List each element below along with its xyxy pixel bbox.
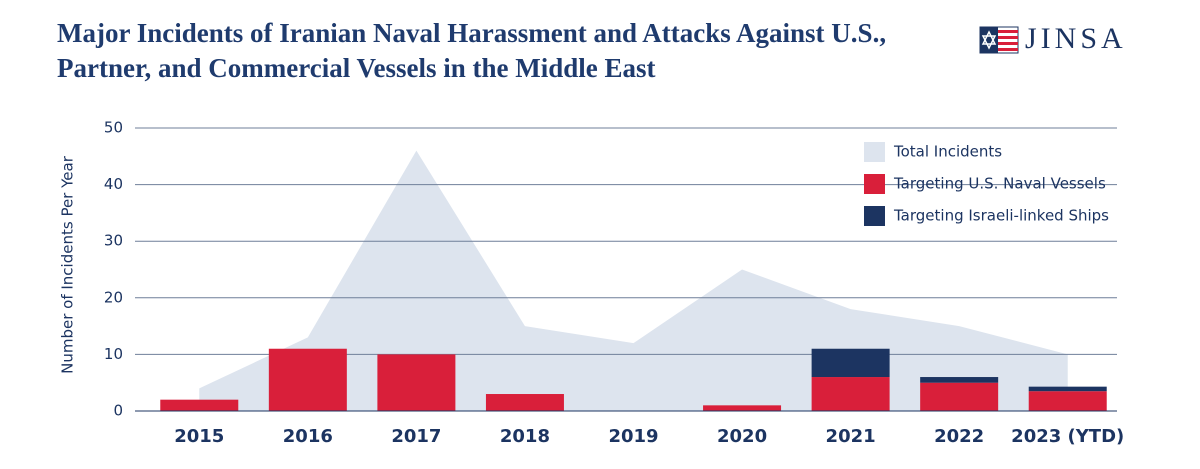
- legend-swatch: [864, 174, 885, 194]
- x-tick-label: 2018: [500, 426, 550, 447]
- y-tick-label: 30: [104, 232, 123, 250]
- legend-label: Total Incidents: [893, 143, 1002, 161]
- legend-swatch: [864, 206, 885, 226]
- legend-label: Targeting U.S. Naval Vessels: [893, 175, 1106, 193]
- bar: [1028, 391, 1107, 411]
- x-tick-label: 2017: [391, 426, 441, 447]
- x-tick-label: 2023 (YTD): [1011, 426, 1124, 447]
- bar: [920, 382, 999, 411]
- bar: [268, 348, 347, 411]
- bar: [811, 348, 890, 378]
- x-tick-label: 2022: [934, 426, 984, 447]
- area: [199, 150, 1068, 411]
- legend-swatch: [864, 142, 885, 162]
- bar: [703, 405, 782, 411]
- legend-label: Targeting Israeli-linked Ships: [893, 207, 1109, 225]
- bar: [920, 377, 999, 383]
- bar: [485, 394, 564, 411]
- x-tick-label: 2020: [717, 426, 767, 447]
- y-tick-label: 50: [104, 119, 123, 137]
- y-tick-label: 20: [104, 288, 123, 306]
- x-tick-label: 2016: [283, 426, 333, 447]
- x-tick-label: 2019: [608, 426, 658, 447]
- y-tick-label: 10: [104, 345, 123, 363]
- y-tick-label: 40: [104, 175, 123, 193]
- y-axis-label: Number of Incidents Per Year: [59, 155, 77, 374]
- bar: [377, 354, 456, 411]
- x-tick-label: 2015: [174, 426, 224, 447]
- bar: [1028, 386, 1107, 392]
- bar: [811, 377, 890, 411]
- y-tick-label: 0: [113, 402, 123, 420]
- logo-text: JINSA: [1025, 22, 1127, 55]
- chart-title: Major Incidents of Iranian Naval Harassm…: [57, 18, 887, 83]
- x-tick-label: 2021: [826, 426, 876, 447]
- bar: [160, 399, 239, 411]
- logo-flag: [979, 26, 1019, 54]
